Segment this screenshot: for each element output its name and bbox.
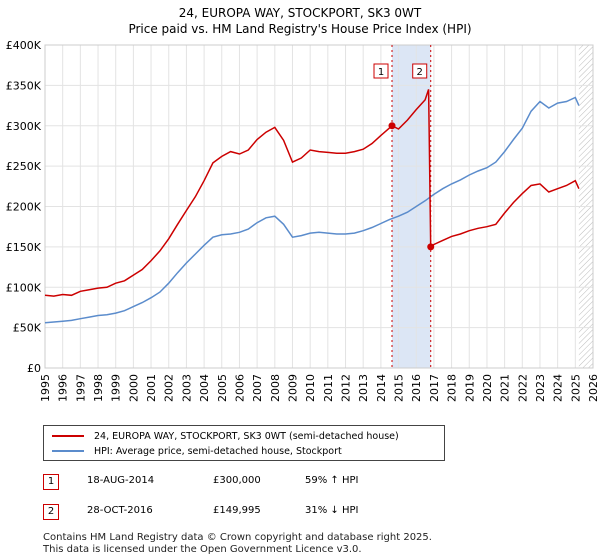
y-tick-label: £50K <box>13 322 42 335</box>
y-tick-label: £300K <box>6 120 42 133</box>
y-tick-label: £100K <box>6 281 42 294</box>
transaction-price: £149,995 <box>213 505 261 516</box>
x-tick-label: 1995 <box>39 374 52 402</box>
x-tick-label: 2001 <box>145 374 158 402</box>
transaction-number: 2 <box>43 504 59 520</box>
transaction-date: 18-AUG-2014 <box>87 475 155 486</box>
x-tick-label: 2016 <box>410 374 423 402</box>
x-tick-label: 2017 <box>428 374 441 402</box>
legend-swatch-property <box>52 435 84 437</box>
transaction-hpi-diff: 59% ↑ HPI <box>305 475 359 486</box>
x-tick-label: 2023 <box>534 374 547 402</box>
x-tick-label: 2005 <box>216 374 229 402</box>
x-tick-label: 2011 <box>322 374 335 402</box>
transaction-price: £300,000 <box>213 475 261 486</box>
transaction-hpi-diff: 31% ↓ HPI <box>305 505 359 516</box>
x-tick-label: 2015 <box>393 374 406 402</box>
x-tick-label: 2000 <box>127 374 140 402</box>
x-tick-label: 2004 <box>198 374 211 402</box>
annotation-label: 2 <box>417 67 423 78</box>
annotation-box <box>412 63 428 79</box>
footer: Contains HM Land Registry data © Crown c… <box>43 532 432 556</box>
x-tick-label: 2014 <box>375 374 388 402</box>
x-tick-label: 1997 <box>74 374 87 402</box>
x-tick-label: 2002 <box>163 374 176 402</box>
transaction-point <box>427 243 435 251</box>
x-tick-label: 2012 <box>340 374 353 402</box>
x-tick-label: 2022 <box>516 374 529 402</box>
property-series-line <box>44 89 580 297</box>
y-tick-label: £350K <box>6 79 42 92</box>
chart-title: 24, EUROPA WAY, STOCKPORT, SK3 0WT <box>178 6 422 20</box>
annotation-box <box>373 63 389 79</box>
footer-licence: This data is licensed under the Open Gov… <box>43 544 362 555</box>
x-tick-label: 2003 <box>180 374 193 402</box>
x-tick-label: 2024 <box>552 374 565 402</box>
x-tick-label: 2019 <box>463 374 476 402</box>
y-tick-label: £0 <box>27 362 41 375</box>
transaction-number: 1 <box>43 474 59 490</box>
x-tick-label: 2020 <box>481 374 494 402</box>
x-tick-label: 2007 <box>251 374 264 402</box>
legend-label-property: 24, EUROPA WAY, STOCKPORT, SK3 0WT (semi… <box>94 430 399 442</box>
x-tick-label: 2010 <box>304 374 317 402</box>
footer-copyright: Contains HM Land Registry data © Crown c… <box>43 532 432 543</box>
x-tick-label: 2013 <box>357 374 370 402</box>
hpi-series-line <box>44 96 580 324</box>
chart-subtitle: Price paid vs. HM Land Registry's House … <box>128 22 472 36</box>
x-tick-label: 2018 <box>446 374 459 402</box>
x-tick-label: 2021 <box>499 374 512 402</box>
transaction-point <box>388 122 396 130</box>
x-tick-label: 2006 <box>233 374 246 402</box>
annotation-label: 1 <box>378 67 384 78</box>
legend: 24, EUROPA WAY, STOCKPORT, SK3 0WT (semi… <box>43 425 445 461</box>
x-tick-label: 2008 <box>269 374 282 402</box>
x-tick-label: 2026 <box>587 374 600 402</box>
legend-item-hpi: HPI: Average price, semi-detached house,… <box>52 444 342 458</box>
chart-area: £0 £50K £100K £150K £200K £250K £300K £350K £400… <box>6 39 600 402</box>
legend-item-property: 24, EUROPA WAY, STOCKPORT, SK3 0WT (semi… <box>52 429 399 443</box>
y-tick-label: £250K <box>6 160 42 173</box>
y-tick-label: £200K <box>6 201 42 214</box>
x-tick-label: 1996 <box>57 374 70 402</box>
legend-swatch-hpi <box>52 450 84 452</box>
transaction-date: 28-OCT-2016 <box>87 505 153 516</box>
y-tick-label: £400K <box>6 39 42 52</box>
x-tick-label: 1998 <box>92 374 105 402</box>
x-tick-label: 2009 <box>286 374 299 402</box>
y-tick-label: £150K <box>6 241 42 254</box>
plot-border <box>44 44 594 369</box>
legend-label-hpi: HPI: Average price, semi-detached house,… <box>94 445 342 457</box>
x-tick-label: 2025 <box>569 374 582 402</box>
x-tick-label: 1999 <box>110 374 123 402</box>
